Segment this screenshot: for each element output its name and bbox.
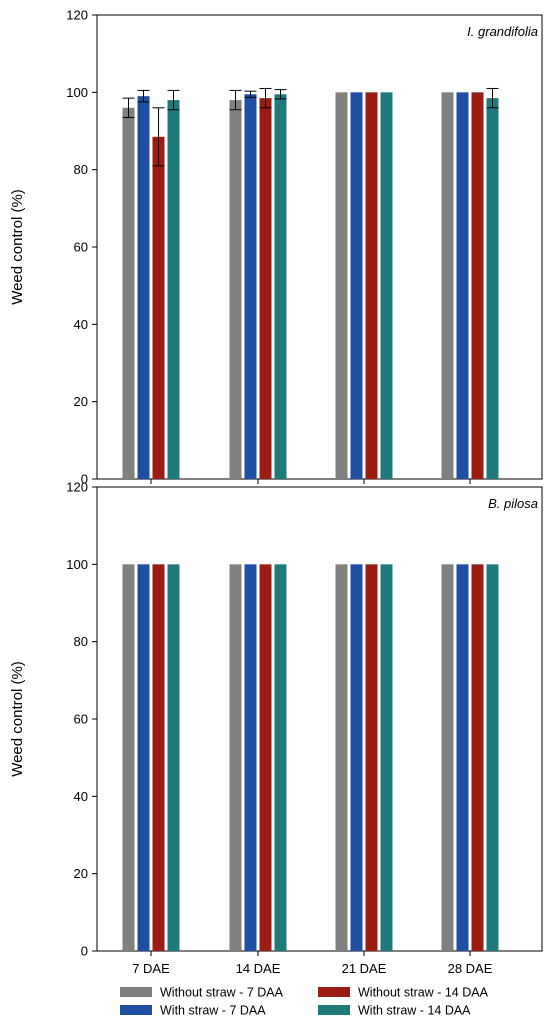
y-tick-label: 120 bbox=[66, 8, 88, 23]
bar-28-dae-series-3 bbox=[471, 564, 484, 951]
y-tick-label: 80 bbox=[74, 162, 88, 177]
bar-21-dae-series-1 bbox=[335, 564, 348, 951]
bar-14-dae-series-1 bbox=[229, 100, 242, 480]
legend-swatch bbox=[318, 1005, 350, 1015]
legend-swatch bbox=[120, 987, 152, 997]
legend-label: With straw - 14 DAA bbox=[358, 1004, 471, 1018]
y-tick-label: 20 bbox=[74, 394, 88, 409]
panel-label: B. pilosa bbox=[488, 496, 538, 511]
legend-swatch bbox=[318, 987, 350, 997]
bar-7-dae-series-1 bbox=[122, 107, 135, 480]
y-axis-title: Weed control (%) bbox=[9, 661, 26, 777]
panel-label: I. grandifolia bbox=[467, 24, 538, 39]
legend-item: With straw - 7 DAA bbox=[120, 1004, 266, 1018]
y-tick-label: 80 bbox=[74, 634, 88, 649]
bar-7-dae-series-2 bbox=[137, 96, 150, 479]
bar-21-dae-series-1 bbox=[335, 92, 348, 479]
bar-21-dae-series-2 bbox=[350, 564, 363, 951]
error-bar bbox=[229, 89, 242, 111]
bar-7-dae-series-1 bbox=[122, 564, 135, 951]
bar-28-dae-series-1 bbox=[441, 92, 454, 479]
bar-28-dae-series-2 bbox=[456, 92, 469, 479]
bar-7-dae-series-2 bbox=[137, 564, 150, 951]
error-bar bbox=[152, 107, 165, 167]
bar-14-dae-series-1 bbox=[229, 564, 242, 951]
bar-28-dae-series-2 bbox=[456, 564, 469, 951]
x-tick-label: 28 DAE bbox=[448, 961, 493, 976]
chart-panels: 0 20 40 60 80 100 120 Weed control (%) I. grandi… bbox=[9, 8, 543, 976]
legend: Without straw - 7 DAA Without straw - 14 … bbox=[120, 986, 489, 1018]
bar-21-dae-series-3 bbox=[365, 564, 378, 951]
legend-swatch bbox=[120, 1005, 152, 1015]
y-tick-label: 60 bbox=[74, 712, 88, 727]
error-bar bbox=[244, 90, 257, 98]
bar-14-dae-series-2 bbox=[244, 564, 257, 951]
y-tick-label: 0 bbox=[81, 472, 88, 487]
y-tick-label: 100 bbox=[66, 557, 88, 572]
y-tick-label: 60 bbox=[74, 240, 88, 255]
x-tick-label: 21 DAE bbox=[342, 961, 387, 976]
bar-14-dae-series-3 bbox=[259, 98, 272, 479]
legend-label: Without straw - 14 DAA bbox=[358, 986, 489, 1000]
legend-item: With straw - 14 DAA bbox=[318, 1004, 471, 1018]
error-bar bbox=[167, 89, 180, 111]
legend-item: Without straw - 7 DAA bbox=[120, 986, 284, 1000]
y-axis-title: Weed control (%) bbox=[9, 189, 26, 305]
bar-14-dae-series-3 bbox=[259, 564, 272, 951]
legend-item: Without straw - 14 DAA bbox=[318, 986, 489, 1000]
error-bar bbox=[486, 87, 499, 109]
bar-21-dae-series-3 bbox=[365, 92, 378, 479]
bar-21-dae-series-2 bbox=[350, 92, 363, 479]
bar-14-dae-series-4 bbox=[274, 94, 287, 480]
error-bar bbox=[122, 97, 135, 118]
bar-7-dae-series-4 bbox=[167, 100, 180, 480]
y-tick-label: 0 bbox=[81, 944, 88, 959]
x-tick-label: 7 DAE bbox=[132, 961, 170, 976]
bar-21-dae-series-4 bbox=[380, 564, 393, 951]
y-tick-label: 40 bbox=[74, 317, 88, 332]
bar-7-dae-series-4 bbox=[167, 564, 180, 951]
y-tick-label: 100 bbox=[66, 85, 88, 100]
legend-label: With straw - 7 DAA bbox=[160, 1004, 266, 1018]
y-tick-label: 20 bbox=[74, 866, 88, 881]
chart-panel-1: 0 20 40 60 80 100 120 Weed control (%) I. grandi… bbox=[9, 8, 543, 487]
y-tick-label: 120 bbox=[66, 480, 88, 495]
bar-28-dae-series-1 bbox=[441, 564, 454, 951]
legend-label: Without straw - 7 DAA bbox=[160, 986, 284, 1000]
chart-panel-2: 0 20 40 60 80 100 120 Weed control (%) B. pilosa… bbox=[9, 480, 543, 976]
bar-21-dae-series-4 bbox=[380, 92, 393, 479]
error-bar bbox=[274, 89, 287, 100]
x-tick-label: 14 DAE bbox=[236, 961, 281, 976]
bar-28-dae-series-4 bbox=[486, 98, 499, 479]
y-tick-label: 40 bbox=[74, 789, 88, 804]
error-bar bbox=[259, 87, 272, 109]
bar-28-dae-series-4 bbox=[486, 564, 499, 951]
error-bar bbox=[137, 89, 150, 103]
bar-7-dae-series-3 bbox=[152, 564, 165, 951]
bar-7-dae-series-3 bbox=[152, 136, 165, 480]
bar-14-dae-series-2 bbox=[244, 94, 257, 480]
bar-14-dae-series-4 bbox=[274, 564, 287, 951]
bar-28-dae-series-3 bbox=[471, 92, 484, 479]
